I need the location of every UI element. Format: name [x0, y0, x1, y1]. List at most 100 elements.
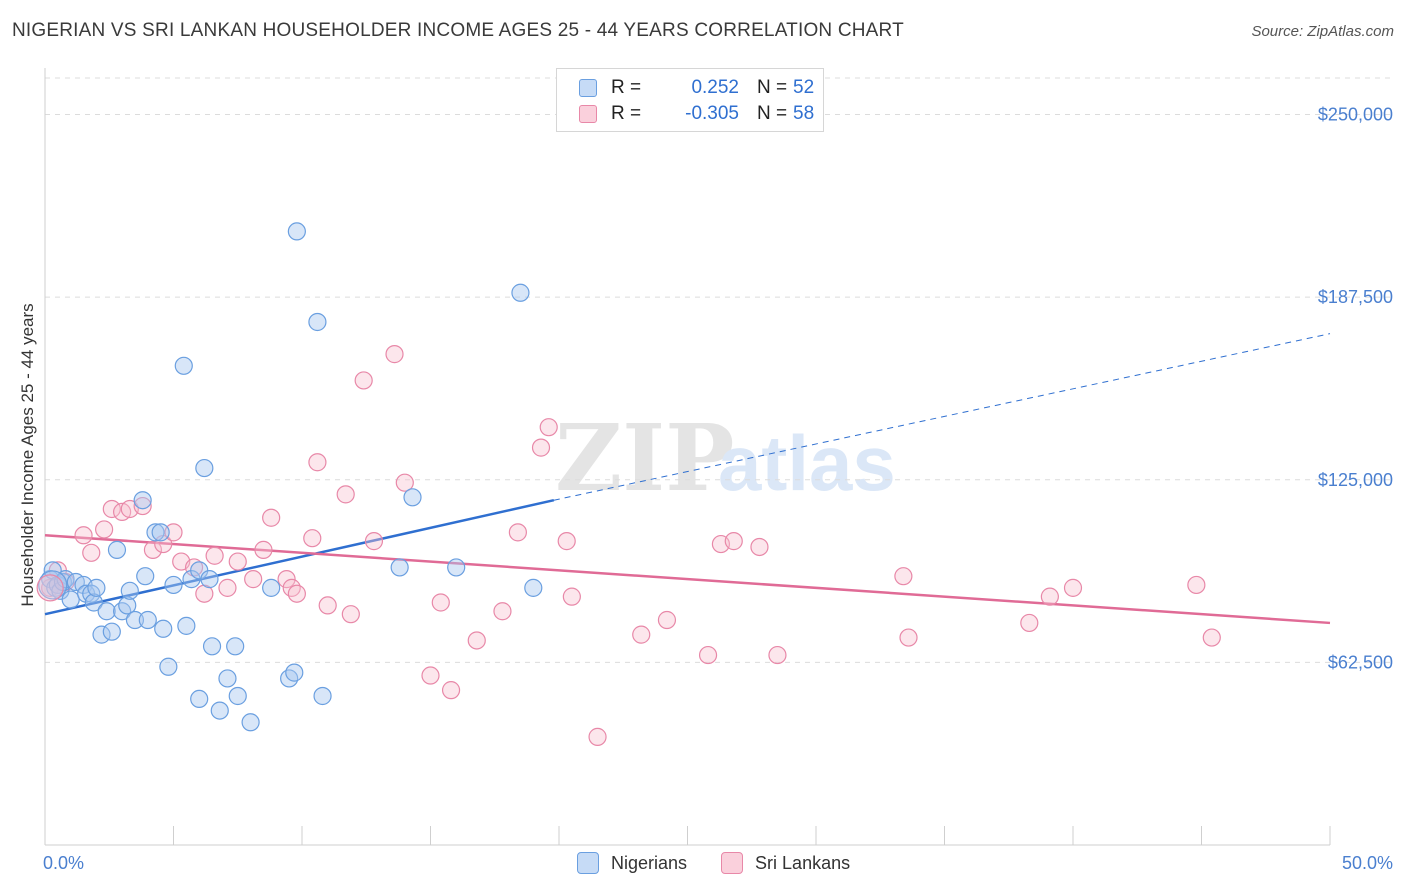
point-sri-lankan	[341, 605, 360, 624]
point-nigerian	[228, 686, 247, 706]
series-legend: Nigerians Sri Lankans	[577, 852, 884, 874]
point-nigerian	[87, 578, 106, 597]
legend-label-sri-lankans: Sri Lankans	[755, 852, 851, 873]
point-sri-lankan	[698, 645, 718, 665]
point-nigerian	[112, 602, 132, 621]
point-sri-lankan	[768, 645, 787, 665]
point-sri-lankan	[262, 508, 281, 527]
legend-swatch-nigerians	[579, 79, 597, 97]
point-nigerian	[202, 637, 222, 656]
point-nigerian	[84, 593, 103, 612]
point-nigerian	[280, 669, 299, 688]
point-nigerian	[218, 669, 237, 688]
point-nigerian	[138, 610, 157, 630]
point-sri-lankan-cluster	[36, 574, 64, 602]
trend-line-nigerians	[44, 498, 555, 616]
point-sri-lankan	[82, 543, 101, 562]
point-nigerian	[159, 657, 178, 676]
point-sri-lankan	[282, 578, 301, 597]
y-tick-label: $187,500	[1318, 287, 1393, 307]
point-sri-lankan	[508, 523, 527, 542]
point-nigerian	[97, 602, 116, 621]
n-label: N =	[757, 103, 788, 124]
legend-row-nigerians: R = 0.252 N = 52	[579, 76, 814, 100]
point-sri-lankan	[467, 631, 486, 650]
n-label: N =	[757, 77, 788, 98]
point-sri-lankan	[364, 532, 384, 551]
legend-item-sri-lankans[interactable]: Sri Lankans	[721, 852, 850, 874]
legend-row-sri-lankans: R = -0.305 N = 58	[579, 102, 814, 126]
point-sri-lankan	[894, 567, 913, 586]
source-label: Source: ZipAtlas.com	[1251, 23, 1394, 40]
point-sri-lankan	[441, 681, 461, 700]
point-nigerian	[241, 713, 260, 732]
point-nigerian	[403, 488, 422, 507]
point-sri-lankan	[531, 438, 551, 457]
point-sri-lankan	[562, 587, 581, 606]
chart-title: NIGERIAN VS SRI LANKAN HOUSEHOLDER INCOM…	[12, 20, 904, 41]
legend-swatch-nigerians	[577, 852, 599, 874]
point-nigerian	[524, 578, 543, 597]
point-sri-lankan	[303, 529, 322, 548]
point-sri-lankan	[228, 552, 247, 571]
point-nigerian	[313, 686, 332, 706]
point-sri-lankan	[539, 418, 558, 437]
data-points	[36, 222, 1221, 746]
legend-item-nigerians[interactable]: Nigerians	[577, 852, 687, 874]
r-value: 0.252	[691, 77, 739, 98]
point-sri-lankan	[277, 570, 296, 589]
point-nigerian	[287, 222, 306, 241]
point-nigerian	[390, 558, 409, 577]
point-nigerian	[226, 637, 245, 656]
point-nigerian	[511, 283, 530, 302]
point-sri-lankan	[143, 540, 163, 559]
point-nigerian	[177, 616, 196, 635]
watermark-zip: ZIP	[555, 404, 734, 512]
point-sri-lankan	[385, 345, 404, 364]
point-sri-lankan	[184, 558, 204, 577]
point-nigerian	[133, 491, 152, 510]
point-nigerian	[210, 701, 229, 720]
point-sri-lankan	[1020, 613, 1039, 633]
point-sri-lankan	[308, 453, 327, 472]
point-sri-lankan	[336, 485, 355, 504]
point-nigerian	[61, 590, 80, 609]
point-sri-lankan	[1040, 587, 1059, 606]
point-sri-lankan	[431, 593, 450, 612]
y-tick-label: $125,000	[1318, 470, 1393, 490]
point-sri-lankan	[632, 625, 651, 644]
point-nigerian	[118, 596, 137, 615]
point-sri-lankan	[493, 602, 512, 621]
point-sri-lankan	[354, 371, 373, 390]
n-value: 58	[793, 103, 815, 124]
point-nigerian-cluster	[38, 570, 68, 600]
point-nigerian	[262, 578, 281, 597]
point-sri-lankan	[1063, 578, 1083, 597]
legend-label-nigerians: Nigerians	[611, 852, 688, 873]
point-sri-lankan	[218, 578, 237, 597]
legend-swatch-sri-lankans	[721, 852, 744, 874]
point-nigerian	[92, 625, 111, 644]
point-sri-lankan	[318, 596, 337, 615]
trend-line-sri-lankans	[44, 534, 1331, 625]
point-nigerian	[120, 581, 139, 600]
point-nigerian	[136, 567, 155, 586]
point-sri-lankan	[244, 570, 263, 589]
point-nigerian	[447, 558, 466, 577]
point-sri-lankan	[395, 473, 414, 492]
x-tick-label-min: 0.0%	[43, 853, 84, 873]
tick-labels: $62,500 $125,000 $187,500 $250,000 0.0% 50.0%	[43, 105, 1393, 873]
point-sri-lankan	[95, 520, 114, 539]
point-nigerian	[125, 610, 145, 630]
point-sri-lankan	[750, 537, 769, 557]
r-label: R =	[611, 103, 642, 124]
axes	[44, 68, 1331, 846]
r-value: -0.305	[685, 103, 739, 124]
point-sri-lankan	[899, 628, 918, 647]
r-label: R =	[611, 77, 642, 98]
point-nigerian	[107, 540, 127, 559]
point-sri-lankan	[74, 526, 93, 545]
point-nigerian	[164, 575, 183, 595]
trend-lines	[44, 333, 1331, 625]
